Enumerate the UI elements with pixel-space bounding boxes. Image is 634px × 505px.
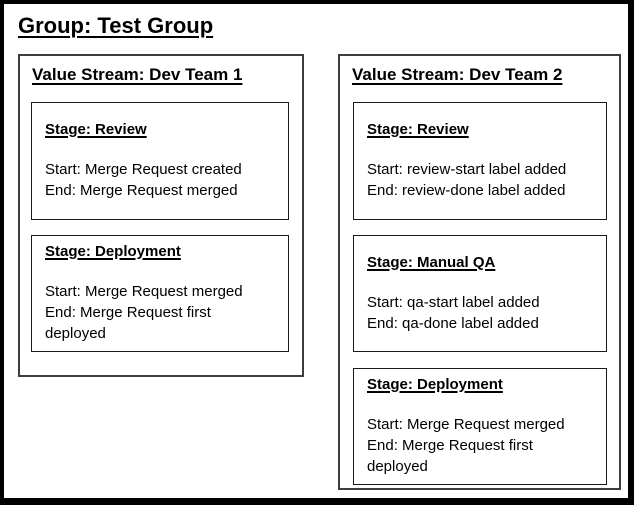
stage-title: Stage: Review	[45, 121, 147, 138]
stage-start-event: Start: Merge Request merged	[45, 283, 243, 300]
stage-box-manual-qa: Stage: Manual QA Start: qa-start label a…	[353, 235, 607, 352]
stage-box-review: Stage: Review Start: Merge Request creat…	[31, 102, 289, 220]
value-stream-title: Value Stream: Dev Team 2	[352, 65, 563, 84]
stage-end-event: End: review-done label added	[367, 182, 566, 199]
stage-start-event: Start: qa-start label added	[367, 293, 540, 311]
stage-title: Stage: Manual QA	[367, 253, 496, 271]
value-stream-box-dev-team-1: Value Stream: Dev Team 1 Stage: Review S…	[18, 54, 304, 377]
stage-end-event: End: Merge Request merged	[45, 182, 238, 199]
stage-start-event: Start: Merge Request created	[45, 161, 242, 178]
stage-start-event: Start: review-start label added	[367, 161, 567, 178]
stage-title: Stage: Deployment	[367, 376, 503, 393]
stage-end-event: End: qa-done label added	[367, 314, 539, 332]
group-title: Group: Test Group	[18, 13, 214, 38]
value-stream-title: Value Stream: Dev Team 1	[32, 65, 243, 84]
value-stream-box-dev-team-2: Value Stream: Dev Team 2 Stage: Review S…	[338, 54, 621, 490]
stage-start-event: Start: Merge Request merged	[367, 416, 565, 433]
stage-end-event: End: Merge Request first deployed	[45, 304, 211, 342]
stage-box-deployment: Stage: Deployment Start: Merge Request m…	[353, 368, 607, 485]
stage-end-event: End: Merge Request first deployed	[367, 437, 533, 475]
stage-title: Stage: Deployment	[45, 243, 181, 260]
stage-box-deployment: Stage: Deployment Start: Merge Request m…	[31, 235, 289, 352]
stage-title: Stage: Review	[367, 121, 469, 138]
stage-box-review: Stage: Review Start: review-start label …	[353, 102, 607, 220]
